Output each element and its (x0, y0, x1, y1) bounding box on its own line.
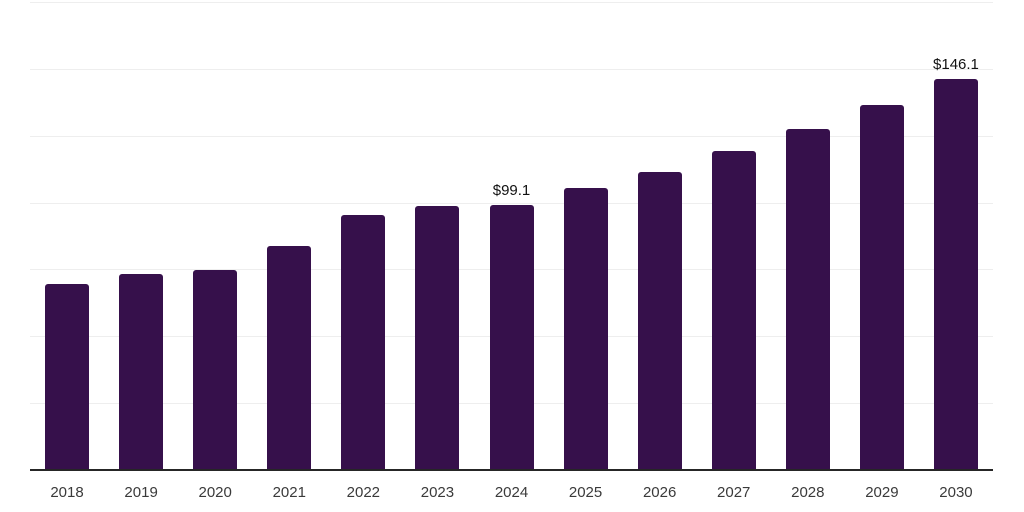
x-tick-2024: 2024 (494, 484, 529, 501)
gridline-100 (30, 202, 993, 204)
x-tick-2026: 2026 (642, 484, 677, 501)
bar-2030 (933, 79, 978, 470)
bar-2018 (45, 284, 90, 470)
x-tick-2019: 2019 (124, 484, 158, 501)
gridline-175 (30, 2, 993, 3)
bar-2020 (193, 269, 238, 470)
bar-value-label-2024: $99.1 (492, 181, 531, 199)
bar-2025 (563, 187, 608, 470)
bar-value-label-2030: $146.1 (933, 56, 979, 74)
bar-2028 (785, 128, 830, 470)
gridline-150 (30, 68, 993, 70)
x-tick-2029: 2029 (865, 484, 899, 501)
x-axis-line (30, 469, 993, 471)
x-tick-2023: 2023 (420, 484, 455, 501)
bar-2027 (711, 150, 756, 470)
plot-area: $99.1 $146.1 (30, 2, 993, 470)
x-tick-2030: 2030 (939, 484, 973, 501)
bar-2021 (267, 245, 312, 470)
bar-2026 (637, 171, 682, 470)
bar-2023 (415, 206, 460, 470)
gridline-125 (30, 135, 993, 137)
bar-2022 (341, 215, 386, 470)
bar-2024 (489, 204, 534, 470)
x-tick-2025: 2025 (568, 484, 603, 501)
x-tick-2020: 2020 (198, 484, 232, 501)
x-tick-2028: 2028 (791, 484, 825, 501)
bar-2019 (119, 273, 164, 470)
x-tick-2027: 2027 (717, 484, 751, 501)
x-tick-2021: 2021 (272, 484, 306, 501)
bar-2029 (859, 105, 904, 470)
x-tick-2018: 2018 (50, 484, 84, 501)
x-tick-2022: 2022 (346, 484, 381, 501)
